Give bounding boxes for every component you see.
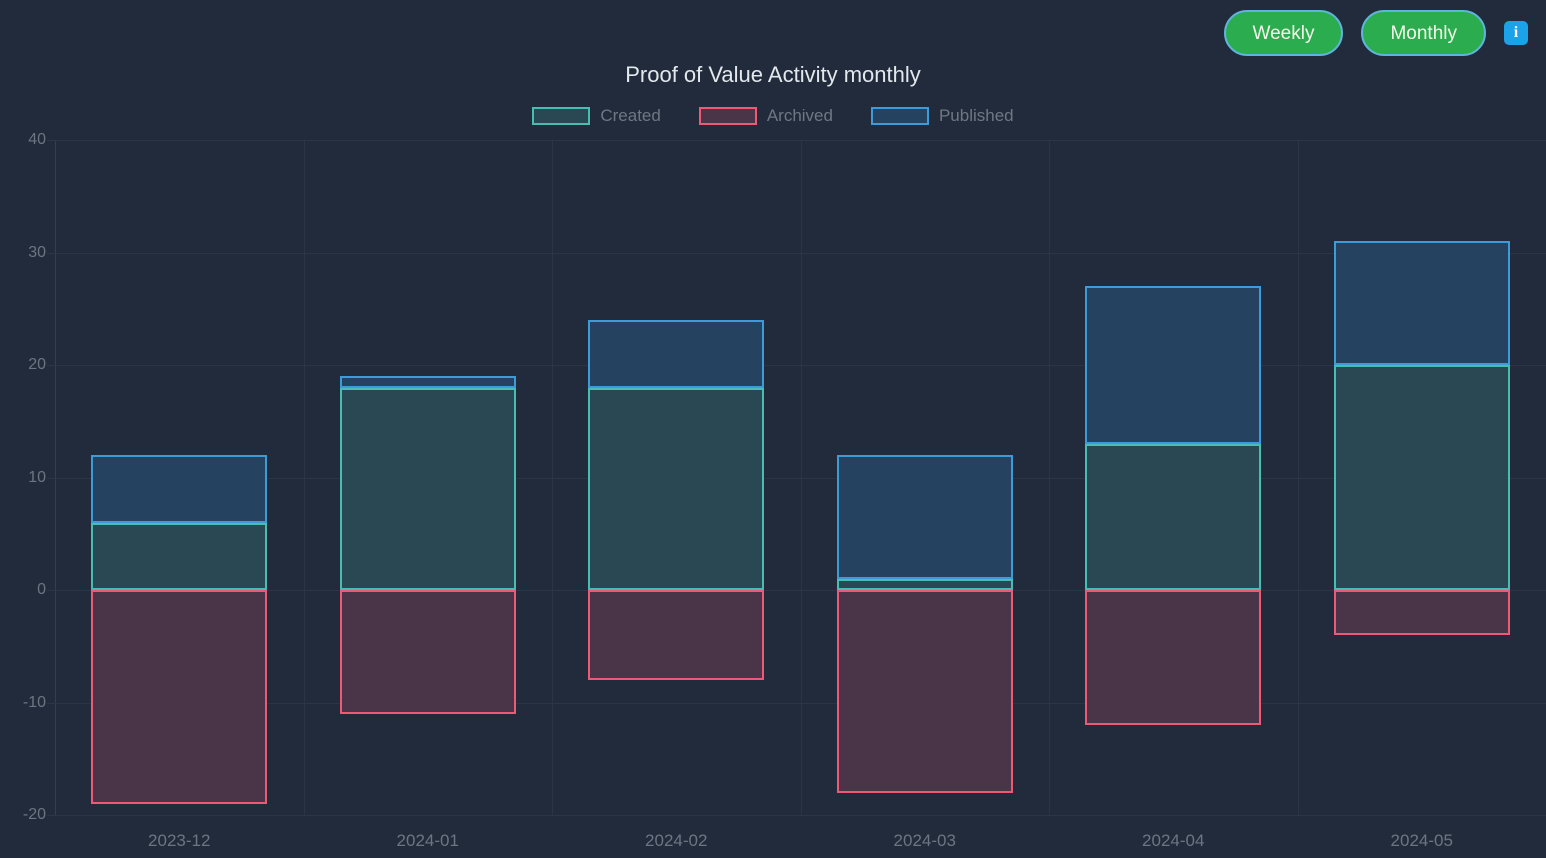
legend-swatch-archived	[698, 107, 757, 125]
bar-segment-archived-2024-05[interactable]	[1333, 590, 1510, 635]
legend-item-published[interactable]: Published	[870, 106, 1014, 126]
legend-label: Created	[600, 106, 661, 125]
y-tick-label: 10	[28, 468, 46, 486]
legend-label: Published	[938, 106, 1014, 125]
bar-segment-published-2024-04[interactable]	[1085, 286, 1262, 444]
legend-item-created[interactable]: Created	[532, 106, 661, 126]
y-tick-label: -20	[22, 806, 46, 823]
y-tick-label: -10	[22, 693, 46, 711]
y-tick-label: 40	[28, 131, 46, 148]
bar-segment-archived-2023-12[interactable]	[91, 590, 268, 804]
x-tick-label: 2024-04	[1142, 831, 1205, 850]
chart-legend: Created Archived Published	[0, 106, 1546, 126]
bar-segment-created-2023-12[interactable]	[91, 522, 268, 590]
bar-segment-published-2024-05[interactable]	[1333, 241, 1510, 365]
bar-segment-published-2024-03[interactable]	[836, 455, 1013, 579]
x-tick-label: 2024-05	[1390, 831, 1453, 850]
y-tick-label: 30	[28, 243, 46, 261]
bar-segment-published-2024-02[interactable]	[588, 320, 765, 388]
monthly-button[interactable]: Monthly	[1361, 10, 1486, 56]
legend-label: Archived	[766, 106, 833, 125]
gridline-x	[800, 140, 802, 815]
gridline-x	[1049, 140, 1050, 815]
y-tick-label: 20	[28, 356, 46, 373]
bar-segment-archived-2024-04[interactable]	[1085, 590, 1262, 725]
bar-segment-created-2024-05[interactable]	[1333, 365, 1510, 590]
gridline-y-40	[47, 140, 1546, 141]
bar-segment-archived-2024-01[interactable]	[339, 590, 516, 714]
gridline-y-0	[47, 590, 1546, 591]
gridline-x	[552, 140, 553, 815]
bar-segment-archived-2024-02[interactable]	[588, 590, 765, 680]
bar-segment-archived-2024-03[interactable]	[836, 590, 1013, 793]
y-tick-label: 0	[37, 581, 46, 598]
x-tick-label: 2024-03	[893, 831, 956, 850]
gridline-y--20	[47, 815, 1546, 816]
legend-item-archived[interactable]: Archived	[698, 106, 833, 126]
view-toggle-controls: Weekly Monthly i	[1223, 10, 1528, 56]
x-tick-label: 2024-02	[645, 831, 708, 850]
legend-swatch-created	[532, 107, 591, 125]
bar-segment-created-2024-03[interactable]	[836, 578, 1013, 590]
bar-segment-created-2024-04[interactable]	[1085, 443, 1262, 590]
weekly-button[interactable]: Weekly	[1223, 10, 1344, 56]
gridline-y--10	[47, 702, 1546, 704]
gridline-x	[1297, 140, 1299, 815]
bar-segment-created-2024-02[interactable]	[588, 387, 765, 590]
bar-segment-created-2024-01[interactable]	[339, 387, 516, 590]
gridline-y-30	[47, 252, 1546, 254]
gridline-y-10	[47, 477, 1546, 479]
info-icon[interactable]: i	[1504, 21, 1528, 45]
bar-segment-published-2024-01[interactable]	[339, 376, 516, 388]
x-tick-label: 2023-12	[148, 831, 211, 850]
bar-segment-published-2023-12[interactable]	[91, 455, 268, 523]
x-tick-label: 2024-01	[396, 831, 459, 850]
chart-title: Proof of Value Activity monthly	[625, 62, 921, 87]
gridline-x	[303, 140, 305, 815]
legend-swatch-published	[870, 107, 929, 125]
gridline-y-20	[47, 365, 1546, 366]
plot-area: 40 30 20 10 0 -10 -20 2023-12 2024-01 2024-02 2024…	[23, 131, 1546, 850]
